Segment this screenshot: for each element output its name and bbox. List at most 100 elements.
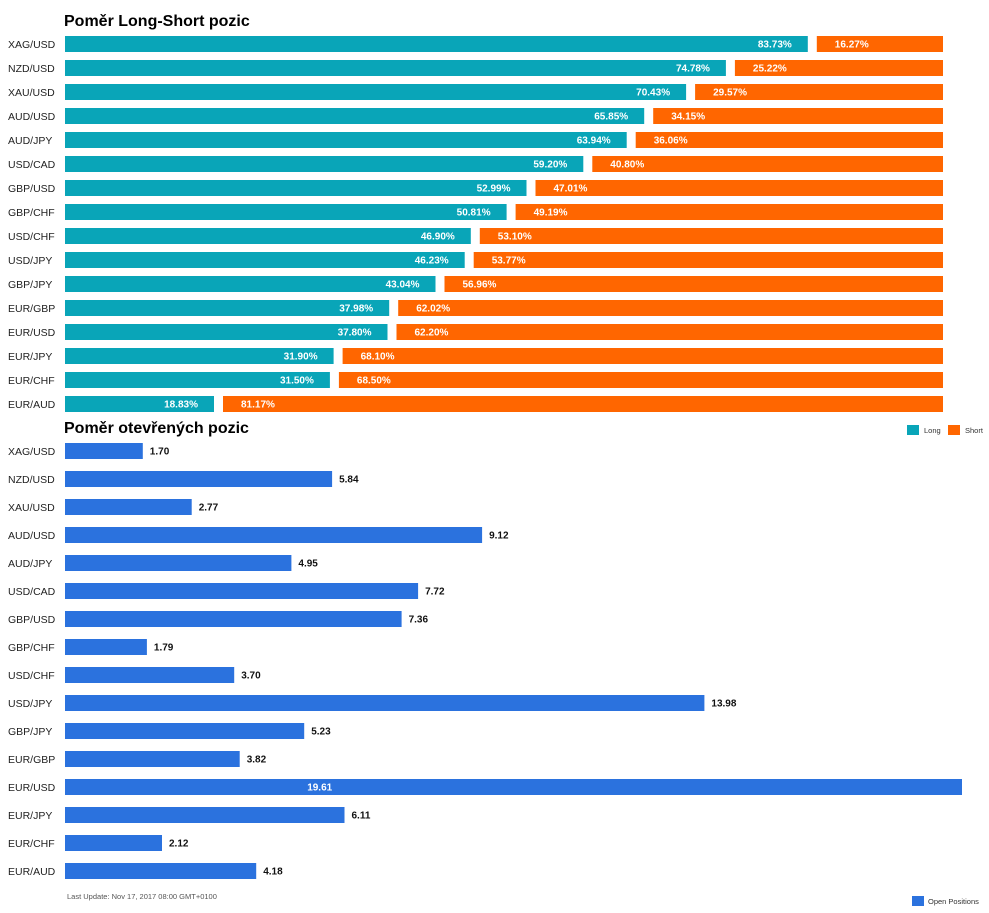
open-positions-value-label: 5.84 [339, 475, 359, 486]
long-value-number: 63.94 [577, 136, 602, 147]
short-bar [398, 300, 943, 316]
percent-sign: % [440, 328, 449, 339]
short-bar [338, 372, 943, 388]
open-positions-row-eur-usd: EUR/USD 19.61 [8, 779, 962, 795]
percent-sign: % [661, 88, 670, 99]
category-label: NZD/USD [8, 63, 55, 75]
long-short-row-eur-chf: EUR/CHF 31.50% 68.50% [8, 372, 943, 388]
percent-sign: % [411, 280, 420, 291]
open-positions-value-label: 4.18 [263, 867, 283, 878]
open-positions-value-label: 6.11 [352, 811, 371, 822]
long-short-row-usd-cad: USD/CAD 59.20% 40.80% [8, 156, 943, 172]
category-label: GBP/USD [8, 614, 56, 626]
open-positions-row-eur-gbp: EUR/GBP 3.82 [8, 751, 267, 767]
percent-sign: % [364, 304, 373, 315]
short-value-label: 81.17% [241, 400, 275, 411]
short-value-number: 68.50 [357, 376, 382, 387]
open-positions-row-aud-usd: AUD/USD 9.12 [8, 527, 509, 543]
open-positions-bar [65, 835, 162, 851]
open-positions-bar [65, 639, 147, 655]
category-label: EUR/CHF [8, 838, 55, 850]
open-positions-value-label: 4.95 [298, 559, 318, 570]
short-bar [695, 84, 943, 100]
short-value-number: 16.27 [835, 40, 860, 51]
long-bar [65, 156, 584, 172]
percent-sign: % [382, 376, 391, 387]
open-positions-row-aud-jpy: AUD/JPY 4.95 [8, 555, 318, 571]
short-value-number: 34.15 [671, 112, 696, 123]
percent-sign: % [783, 40, 792, 51]
long-value-number: 31.50 [280, 376, 305, 387]
long-short-row-gbp-usd: GBP/USD 52.99% 47.01% [8, 180, 943, 196]
long-short-row-gbp-jpy: GBP/JPY 43.04% 56.96% [8, 276, 943, 292]
category-label: EUR/GBP [8, 303, 55, 315]
long-value-label: 52.99% [477, 184, 511, 195]
open-positions-bar [65, 807, 345, 823]
open-positions-bar [65, 555, 292, 571]
long-value-label: 74.78% [676, 64, 710, 75]
short-bar [515, 204, 943, 220]
short-value-label: 25.22% [753, 64, 787, 75]
short-bar [816, 36, 943, 52]
long-short-legend: Long Short [907, 425, 984, 435]
category-label: AUD/JPY [8, 135, 52, 147]
open-positions-value-label: 7.36 [409, 615, 429, 626]
open-positions-bar [65, 471, 333, 487]
category-label: XAU/USD [8, 502, 55, 514]
long-short-row-aud-jpy: AUD/JPY 63.94% 36.06% [8, 132, 943, 148]
open-positions-row-gbp-jpy: GBP/JPY 5.23 [8, 723, 331, 739]
short-value-number: 49.19 [534, 208, 559, 219]
category-label: EUR/USD [8, 782, 56, 794]
long-short-chart-title: Poměr Long-Short pozic [64, 13, 250, 30]
percent-sign: % [482, 208, 491, 219]
open-positions-value-label: 3.70 [241, 671, 261, 682]
open-positions-row-nzd-usd: NZD/USD 5.84 [8, 471, 359, 487]
open-positions-row-usd-chf: USD/CHF 3.70 [8, 667, 261, 683]
short-bar [535, 180, 943, 196]
short-bar [444, 276, 943, 292]
long-value-number: 83.73 [758, 40, 783, 51]
long-value-number: 74.78 [676, 64, 701, 75]
short-value-label: 62.02% [416, 304, 450, 315]
long-value-number: 46.23 [415, 256, 440, 267]
legend-swatch-short [948, 425, 960, 435]
category-label: USD/CAD [8, 586, 56, 598]
short-bar [635, 132, 943, 148]
short-value-label: 29.57% [713, 88, 747, 99]
percent-sign: % [602, 136, 611, 147]
category-label: EUR/AUD [8, 866, 56, 878]
long-bar [65, 60, 726, 76]
open-positions-value-label: 1.70 [150, 447, 170, 458]
long-value-number: 52.99 [477, 184, 502, 195]
open-positions-row-gbp-usd: GBP/USD 7.36 [8, 611, 429, 627]
short-value-number: 25.22 [753, 64, 778, 75]
open-positions-row-usd-jpy: USD/JPY 13.98 [8, 695, 737, 711]
category-label: EUR/GBP [8, 754, 55, 766]
category-label: AUD/USD [8, 530, 56, 542]
percent-sign: % [860, 40, 869, 51]
open-positions-row-xau-usd: XAU/USD 2.77 [8, 499, 219, 515]
category-label: GBP/CHF [8, 642, 55, 654]
long-bar [65, 228, 471, 244]
percent-sign: % [778, 64, 787, 75]
long-value-number: 37.80 [338, 328, 363, 339]
long-short-row-xag-usd: XAG/USD 83.73% 16.27% [8, 36, 943, 52]
long-short-chart: Poměr Long-Short pozic XAG/USD 83.73% 16.2… [8, 13, 984, 435]
open-positions-bar [65, 695, 705, 711]
percent-sign: % [559, 208, 568, 219]
long-value-label: 50.81% [457, 208, 491, 219]
short-value-number: 62.02 [416, 304, 441, 315]
percent-sign: % [679, 136, 688, 147]
short-value-label: 56.96% [463, 280, 497, 291]
open-positions-row-xag-usd: XAG/USD 1.70 [8, 443, 170, 459]
long-value-number: 43.04 [386, 280, 411, 291]
long-value-label: 18.83% [164, 400, 198, 411]
long-value-number: 46.90 [421, 232, 446, 243]
long-bar [65, 180, 527, 196]
open-positions-value-label: 5.23 [311, 727, 331, 738]
long-value-number: 18.83 [164, 400, 189, 411]
legend-swatch-long [907, 425, 919, 435]
percent-sign: % [305, 376, 314, 387]
open-positions-value-label: 7.72 [425, 587, 445, 598]
open-positions-bar [65, 863, 257, 879]
